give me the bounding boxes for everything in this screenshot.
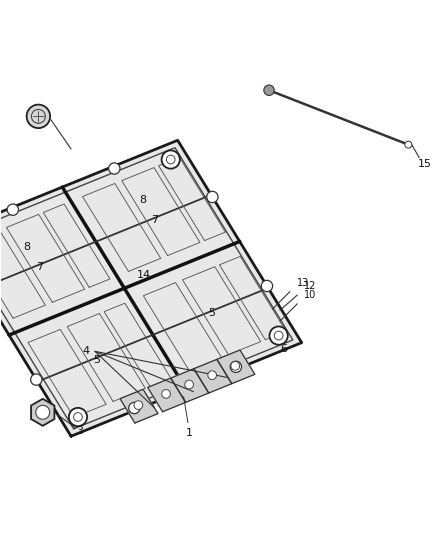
Text: 7: 7 — [151, 215, 158, 225]
Text: 1: 1 — [184, 397, 193, 438]
Polygon shape — [194, 359, 232, 393]
Text: 12: 12 — [304, 281, 317, 292]
Polygon shape — [0, 140, 302, 436]
Text: 8: 8 — [139, 195, 146, 205]
Circle shape — [207, 191, 218, 203]
Circle shape — [231, 361, 240, 370]
Text: 3: 3 — [76, 426, 83, 436]
Polygon shape — [148, 378, 186, 411]
Circle shape — [208, 371, 216, 379]
Circle shape — [31, 374, 42, 385]
Polygon shape — [120, 389, 158, 423]
Text: 13: 13 — [297, 278, 309, 288]
Text: 7: 7 — [36, 262, 43, 272]
Circle shape — [261, 280, 272, 292]
Circle shape — [36, 405, 49, 419]
Text: 4: 4 — [83, 346, 90, 357]
Polygon shape — [31, 399, 54, 426]
Circle shape — [134, 401, 143, 409]
Circle shape — [162, 150, 180, 168]
Circle shape — [27, 104, 50, 128]
Text: 14: 14 — [137, 270, 151, 280]
Text: 6: 6 — [281, 344, 288, 353]
Circle shape — [69, 408, 87, 426]
Circle shape — [264, 85, 274, 95]
Text: 5: 5 — [208, 309, 215, 318]
Text: 15: 15 — [418, 159, 432, 169]
Text: 8: 8 — [23, 242, 31, 252]
Circle shape — [405, 141, 412, 148]
Circle shape — [185, 380, 194, 389]
Polygon shape — [171, 369, 208, 402]
Text: 10: 10 — [304, 290, 317, 300]
Circle shape — [109, 163, 120, 174]
Circle shape — [7, 204, 18, 215]
Text: 5: 5 — [93, 355, 100, 365]
Circle shape — [129, 402, 140, 414]
Circle shape — [269, 326, 288, 345]
Circle shape — [230, 361, 241, 373]
Polygon shape — [217, 350, 255, 384]
Circle shape — [162, 390, 170, 398]
